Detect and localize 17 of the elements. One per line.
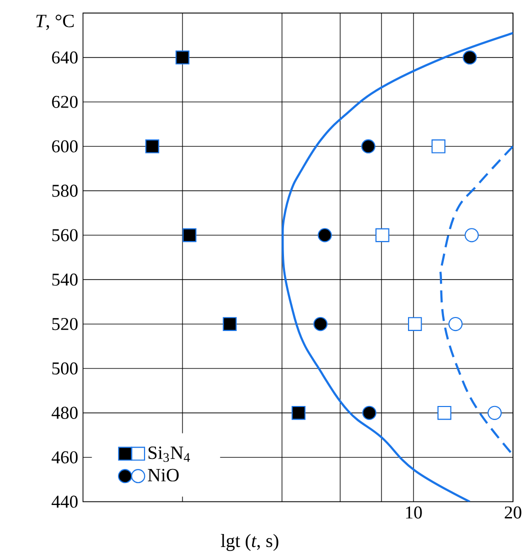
x-tick-label: 20 bbox=[504, 506, 522, 519]
y-tick-label: 520 bbox=[52, 318, 78, 330]
y-tick-label: 560 bbox=[52, 229, 78, 242]
y-tick-label: 580 bbox=[52, 184, 78, 197]
y-tick-label: 460 bbox=[52, 451, 78, 464]
legend-label: Si$_{3}$N$_{4}$ bbox=[148, 446, 190, 462]
y-axis-title: T, °C bbox=[36, 14, 74, 30]
y-tick-label: 480 bbox=[52, 406, 78, 419]
y-tick-label: 600 bbox=[52, 140, 78, 152]
legend-label: NiO bbox=[148, 468, 179, 482]
x-tick-label: 10 bbox=[406, 506, 422, 519]
y-tick-label: 440 bbox=[52, 496, 78, 508]
x-axis-title: lgt (t, s) bbox=[220, 534, 278, 551]
y-tick-label: 640 bbox=[52, 51, 78, 64]
y-tick-label: 620 bbox=[52, 96, 78, 108]
y-tick-label: 500 bbox=[52, 362, 78, 375]
y-tick-label: 540 bbox=[52, 274, 78, 286]
